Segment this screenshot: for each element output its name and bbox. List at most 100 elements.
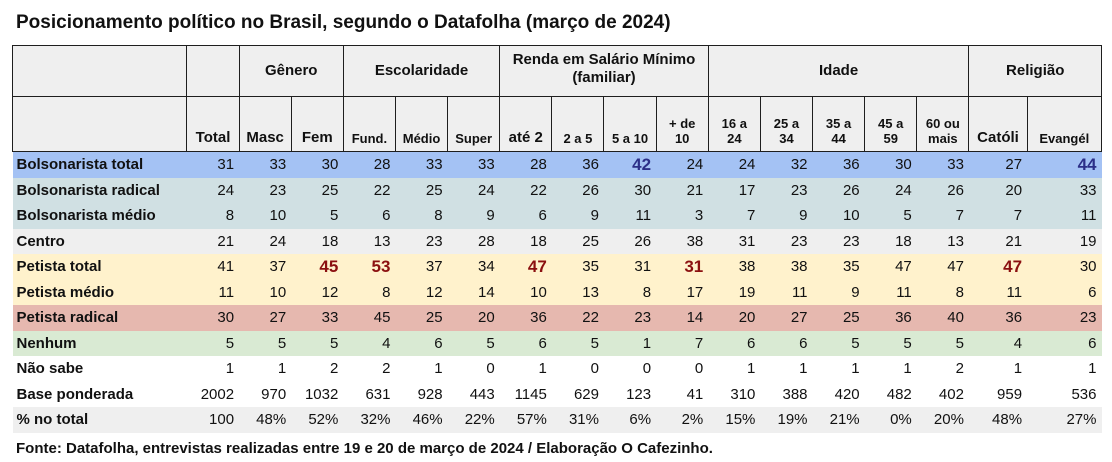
table-cell: 36	[1005, 309, 1023, 327]
table-cell: 9	[799, 207, 808, 225]
table-cell: 0	[642, 360, 652, 378]
table-cell: 41	[217, 258, 235, 276]
table-cell: 36	[895, 309, 912, 327]
table-cell: 19%	[777, 411, 808, 429]
table-cell: 22	[530, 181, 547, 199]
row-label: Nenhum	[16, 334, 77, 352]
col-catoli: Católi	[968, 96, 1028, 152]
table-cell: 8	[382, 283, 391, 301]
table-cell: 6	[538, 334, 547, 352]
row-label: Bolsonarista total	[16, 156, 144, 174]
table-cell: 7	[694, 334, 704, 352]
group-idade: Idade	[707, 45, 970, 97]
table-cell: 25	[425, 309, 443, 327]
table-cell: 33	[478, 156, 495, 174]
col-2a5: 2 a 5	[551, 96, 605, 152]
table-cell: 26	[582, 181, 599, 199]
table-cell: 22	[582, 309, 599, 327]
table-cell: 629	[573, 385, 599, 403]
table-cell: 27	[790, 309, 808, 327]
table-cell: 536	[1071, 385, 1097, 403]
col-35a44-line2: 44	[831, 131, 846, 147]
table-row: Bolsonarista radical 24 23 25 22 25 24 22 26 30 21…	[12, 177, 1102, 203]
table-cell: 23	[1079, 309, 1097, 327]
table-cell: 18	[321, 232, 339, 250]
table-cell: 18	[895, 232, 912, 250]
table-cell: 0	[486, 360, 495, 378]
table-cell: 402	[938, 385, 964, 403]
table-cell: 1	[538, 360, 547, 378]
table-cell: 25	[321, 181, 339, 199]
table-cell: 11	[791, 283, 808, 301]
table-cell: 38	[738, 258, 756, 276]
table-cell: 7	[955, 207, 964, 225]
table-cell: 2	[955, 360, 964, 378]
table-cell: 2	[382, 360, 391, 378]
table-cell: 17	[738, 181, 756, 199]
col-35a44: 35 a 44	[812, 96, 866, 152]
table-cell: 12	[321, 283, 339, 301]
table-cell: 24	[217, 181, 235, 199]
table-cell: 47	[895, 258, 912, 276]
table-cell: 36	[582, 156, 599, 174]
table-cell: 48%	[256, 411, 287, 429]
table-cell: 20%	[933, 411, 964, 429]
table-row: Bolsonarista médio 8 10 5 6 8 9 6 9 11 3 7 9 10 5 7 7 11	[12, 203, 1102, 229]
table-cell: 5	[955, 334, 964, 352]
col-45a59-line2: 59	[883, 131, 898, 147]
table-cell: 482	[886, 385, 912, 403]
table-cell: 5	[330, 334, 339, 352]
table-cell: 6	[799, 334, 808, 352]
col-medio: Médio	[394, 96, 449, 152]
table-cell: 1	[1013, 360, 1023, 378]
col-25a34-line2: 34	[779, 131, 794, 147]
table-row: Petista médio 11 10 12 8 12 14 10 13 8 17 19 11 9 11 8 1…	[12, 279, 1102, 305]
table-cell: 31	[684, 256, 704, 276]
col-mais10: + de 10	[655, 96, 709, 152]
table-cell: 13	[373, 232, 391, 250]
table-cell: 30	[895, 156, 912, 174]
table-cell: 388	[782, 385, 808, 403]
page-title: Posicionamento político no Brasil, segun…	[16, 12, 671, 33]
table-cell: 14	[686, 309, 704, 327]
col-fem: Fem	[290, 96, 344, 152]
col-16a24-line2: 24	[727, 131, 742, 147]
group-header-row: Gênero Escolaridade Renda em Salário Mín…	[11, 45, 1102, 97]
table-cell: 26	[634, 232, 652, 250]
corner-cell-sub	[11, 96, 188, 152]
table-cell: 19	[1079, 232, 1097, 250]
col-60mais: 60 ou mais	[916, 96, 970, 152]
table-cell: 30	[634, 181, 652, 199]
col-mais10-line1: + de	[668, 115, 696, 131]
group-genero: Gênero	[238, 45, 344, 97]
table-cell: 31	[738, 232, 756, 250]
table-cell: 7	[1013, 207, 1023, 225]
table-cell: 20	[738, 309, 756, 327]
row-label: Centro	[16, 232, 65, 250]
table-cell: 31	[217, 156, 235, 174]
table-cell: 53	[371, 256, 391, 276]
table-cell: 6	[434, 334, 443, 352]
table-cell: 45	[319, 256, 339, 276]
table-cell: 23	[425, 232, 443, 250]
table-cell: 7	[747, 207, 756, 225]
col-60mais-line2: mais	[928, 131, 958, 147]
row-label: Bolsonarista radical	[16, 181, 160, 199]
table-cell: 13	[582, 283, 599, 301]
table-cell: 28	[373, 156, 391, 174]
table-cell: 8	[955, 283, 964, 301]
table-cell: 0	[694, 360, 704, 378]
table-cell: 40	[947, 309, 964, 327]
table-cell: 6	[538, 207, 547, 225]
table-cell: 20	[478, 309, 495, 327]
table-cell: 123	[626, 385, 652, 403]
table-cell: 31%	[568, 411, 599, 429]
table-cell: 631	[365, 385, 391, 403]
table-cell: 5	[330, 207, 339, 225]
table-cell: 37	[269, 258, 287, 276]
table-cell: 2	[330, 360, 339, 378]
table-cell: 33	[321, 309, 339, 327]
table-cell: 1	[799, 360, 808, 378]
table-cell: 1	[642, 334, 652, 352]
table-cell: 31	[634, 258, 652, 276]
